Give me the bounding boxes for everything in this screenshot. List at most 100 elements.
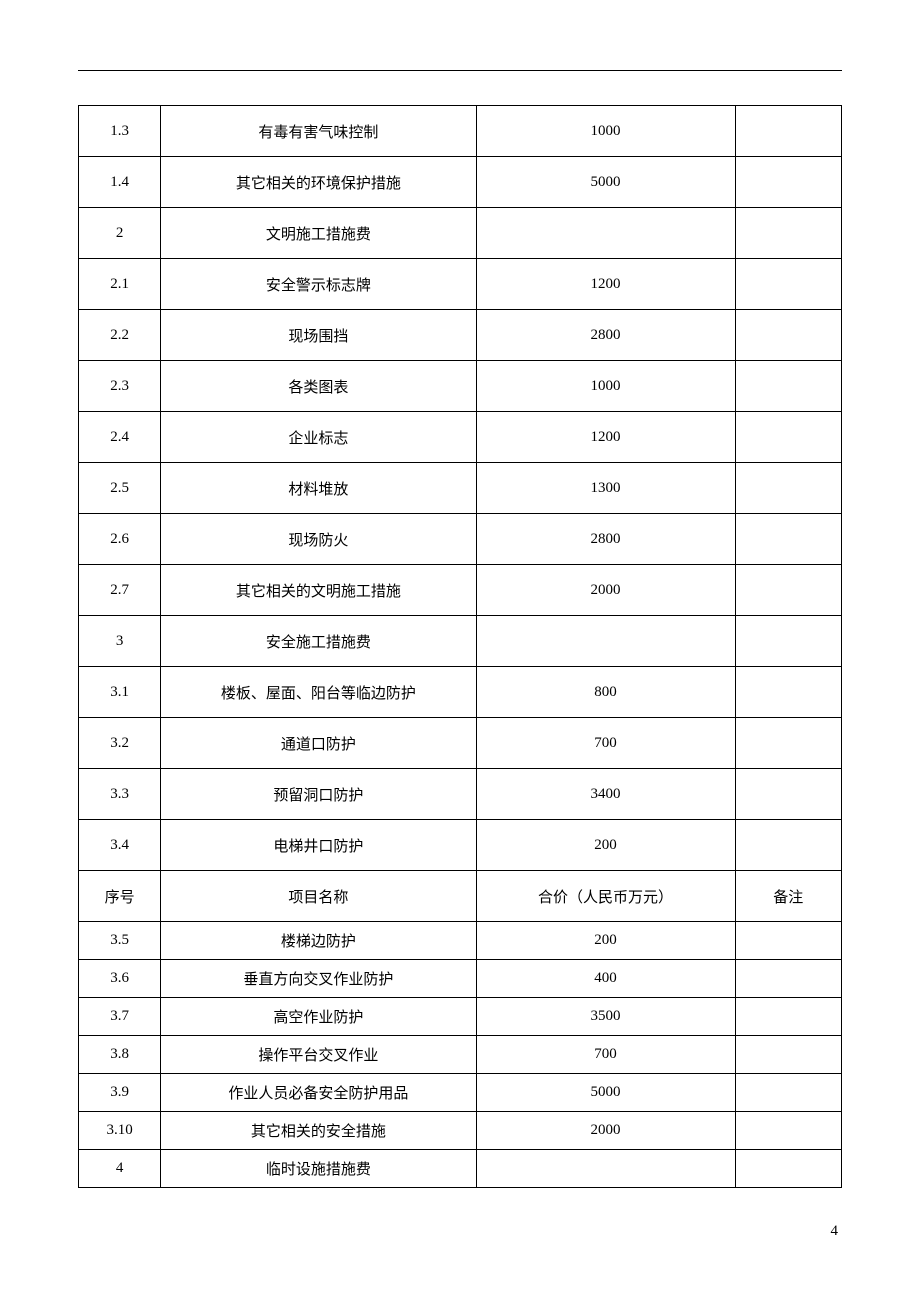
cell-price: 2800 [476,310,735,361]
table-row: 3.4电梯井口防护200 [79,820,842,871]
cell-price [476,1150,735,1188]
cell-name: 作业人员必备安全防护用品 [161,1074,476,1112]
table-row: 2.2现场围挡2800 [79,310,842,361]
table-row: 3.7高空作业防护3500 [79,998,842,1036]
table-row: 3.9作业人员必备安全防护用品5000 [79,1074,842,1112]
cell-name: 楼板、屋面、阳台等临边防护 [161,667,476,718]
cell-price: 5000 [476,157,735,208]
table-row: 1.4其它相关的环境保护措施5000 [79,157,842,208]
cell-name: 其它相关的文明施工措施 [161,565,476,616]
cell-name: 安全警示标志牌 [161,259,476,310]
cell-name: 现场防火 [161,514,476,565]
cell-number: 3.7 [79,998,161,1036]
table-row: 2.3各类图表1000 [79,361,842,412]
table-row: 1.3有毒有害气味控制1000 [79,106,842,157]
cell-price: 1000 [476,106,735,157]
cell-note [735,1036,841,1074]
table-row: 3.6垂直方向交叉作业防护400 [79,960,842,998]
cell-note [735,361,841,412]
cell-price: 2000 [476,1112,735,1150]
cell-number: 3 [79,616,161,667]
cell-note [735,157,841,208]
cell-price: 1300 [476,463,735,514]
table-row: 3.2通道口防护700 [79,718,842,769]
cell-name: 项目名称 [161,871,476,922]
cell-price: 1200 [476,259,735,310]
cell-number: 2.7 [79,565,161,616]
cell-price: 1200 [476,412,735,463]
table-row: 3.8操作平台交叉作业700 [79,1036,842,1074]
cell-note [735,998,841,1036]
cost-table: 1.3有毒有害气味控制10001.4其它相关的环境保护措施50002文明施工措施… [78,105,842,1188]
table-row: 2.1安全警示标志牌1200 [79,259,842,310]
cell-note [735,208,841,259]
cell-number: 3.6 [79,960,161,998]
cell-name: 高空作业防护 [161,998,476,1036]
cell-note [735,667,841,718]
cell-name: 操作平台交叉作业 [161,1036,476,1074]
table-row: 4临时设施措施费 [79,1150,842,1188]
cell-price [476,616,735,667]
cell-price: 3400 [476,769,735,820]
cell-name: 材料堆放 [161,463,476,514]
table-row: 3.3预留洞口防护3400 [79,769,842,820]
cell-number: 4 [79,1150,161,1188]
cell-number: 3.4 [79,820,161,871]
cell-price: 5000 [476,1074,735,1112]
cell-name: 其它相关的环境保护措施 [161,157,476,208]
cell-note [735,565,841,616]
cell-name: 垂直方向交叉作业防护 [161,960,476,998]
cell-number: 3.2 [79,718,161,769]
cell-price: 200 [476,820,735,871]
cell-note [735,616,841,667]
table-row: 2.7其它相关的文明施工措施2000 [79,565,842,616]
cell-number: 1.3 [79,106,161,157]
cell-price: 200 [476,922,735,960]
cell-note [735,514,841,565]
cell-number: 2.6 [79,514,161,565]
cell-note [735,922,841,960]
table-row: 序号项目名称合价（人民币万元）备注 [79,871,842,922]
cell-price: 1000 [476,361,735,412]
cell-price: 700 [476,1036,735,1074]
cell-note [735,106,841,157]
cell-note [735,412,841,463]
cell-name: 预留洞口防护 [161,769,476,820]
cell-note [735,960,841,998]
cell-name: 有毒有害气味控制 [161,106,476,157]
cell-name: 楼梯边防护 [161,922,476,960]
cell-note [735,769,841,820]
cell-price: 2800 [476,514,735,565]
cell-note [735,1112,841,1150]
cell-note: 备注 [735,871,841,922]
table-row: 2.4企业标志1200 [79,412,842,463]
cell-note [735,718,841,769]
cell-price: 合价（人民币万元） [476,871,735,922]
cell-name: 电梯井口防护 [161,820,476,871]
cell-note [735,1074,841,1112]
cell-number: 2.5 [79,463,161,514]
page-content: 1.3有毒有害气味控制10001.4其它相关的环境保护措施50002文明施工措施… [0,0,920,1188]
page-number: 4 [831,1223,839,1240]
cell-number: 序号 [79,871,161,922]
cell-number: 2.4 [79,412,161,463]
table-row: 3安全施工措施费 [79,616,842,667]
cell-number: 3.1 [79,667,161,718]
table-row: 2文明施工措施费 [79,208,842,259]
cell-number: 3.3 [79,769,161,820]
header-rule [78,70,842,71]
table-row: 3.5楼梯边防护200 [79,922,842,960]
cell-price: 700 [476,718,735,769]
table-row: 2.6现场防火2800 [79,514,842,565]
cell-price: 800 [476,667,735,718]
cell-name: 现场围挡 [161,310,476,361]
cell-note [735,1150,841,1188]
cell-number: 2 [79,208,161,259]
cell-number: 3.10 [79,1112,161,1150]
table-body: 1.3有毒有害气味控制10001.4其它相关的环境保护措施50002文明施工措施… [79,106,842,1188]
cell-number: 3.9 [79,1074,161,1112]
cell-name: 安全施工措施费 [161,616,476,667]
cell-price: 3500 [476,998,735,1036]
cell-name: 临时设施措施费 [161,1150,476,1188]
cell-number: 3.8 [79,1036,161,1074]
